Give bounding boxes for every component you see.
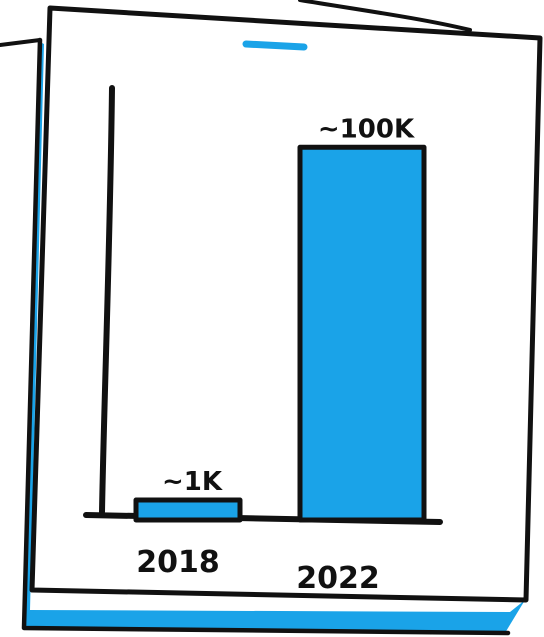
top-mark-icon	[242, 40, 308, 51]
bar-2018	[133, 497, 243, 523]
data-label-2022: ~100K	[318, 114, 415, 144]
x-tick-label-2022: 2022	[296, 561, 380, 596]
bars-group	[133, 144, 427, 523]
data-label-2018: ~1K	[162, 467, 223, 497]
bar-2022	[297, 144, 427, 523]
x-tick-label-2018: 2018	[136, 545, 220, 580]
back-sheet-top-line	[0, 38, 42, 47]
back-sheet	[0, 0, 525, 636]
back-sheet-top-curve	[298, 0, 472, 32]
y-axis	[99, 85, 115, 515]
back-sheet-outline	[21, 37, 511, 636]
